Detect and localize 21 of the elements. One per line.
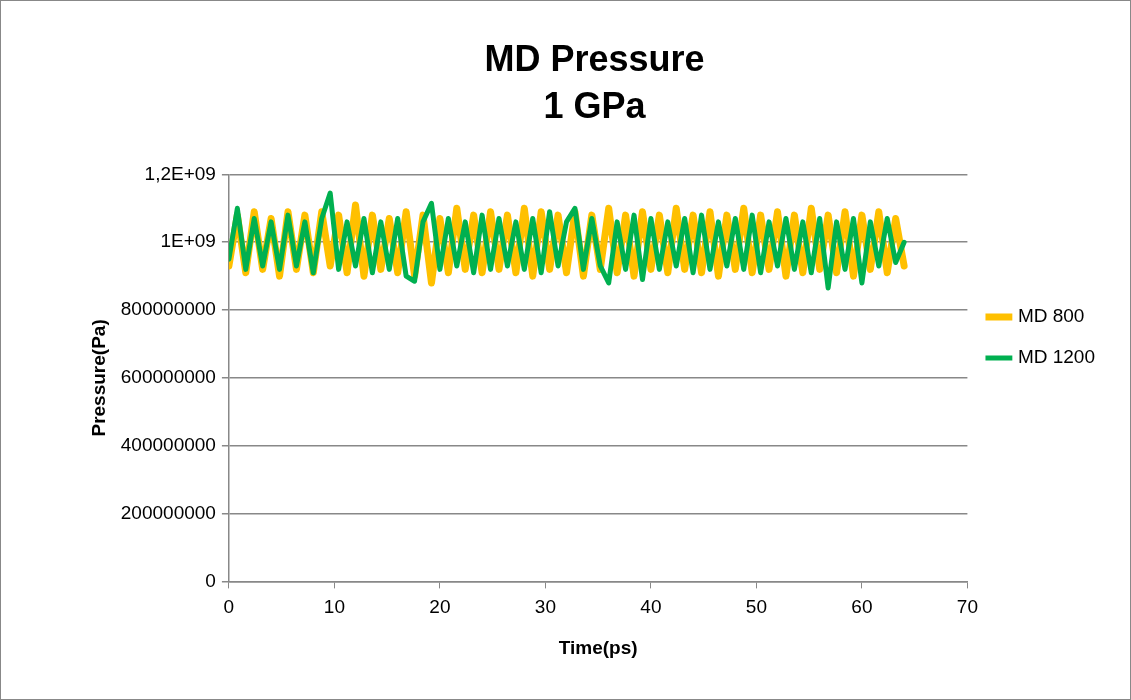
x-tick-label: 10 <box>323 596 345 618</box>
x-tick-label: 30 <box>534 596 556 618</box>
legend-label: MD 800 <box>1017 305 1085 327</box>
x-tick-label: 70 <box>956 596 978 618</box>
y-axis-title: Pressure(Pa) <box>87 319 109 437</box>
y-tick-label: 0 <box>205 569 216 591</box>
x-tick-label: 0 <box>223 596 235 618</box>
y-tick-label: 400000000 <box>120 433 216 455</box>
y-tick-label: 800000000 <box>120 298 216 320</box>
chart-title: MD Pressure <box>484 37 705 79</box>
x-tick-label: 40 <box>640 596 662 618</box>
y-tick-label: 1,2E+09 <box>144 162 216 184</box>
legend-label: MD 1200 <box>1017 346 1096 368</box>
x-tick-label: 60 <box>851 596 873 618</box>
x-axis-title: Time(ps) <box>558 636 638 658</box>
y-tick-label: 200000000 <box>120 501 216 523</box>
x-tick-label: 50 <box>745 596 767 618</box>
y-tick-label: 600000000 <box>120 366 216 388</box>
chart-subtitle: 1 GPa <box>543 84 647 126</box>
y-tick-label: 1E+09 <box>160 230 216 252</box>
x-tick-label: 20 <box>429 596 451 618</box>
